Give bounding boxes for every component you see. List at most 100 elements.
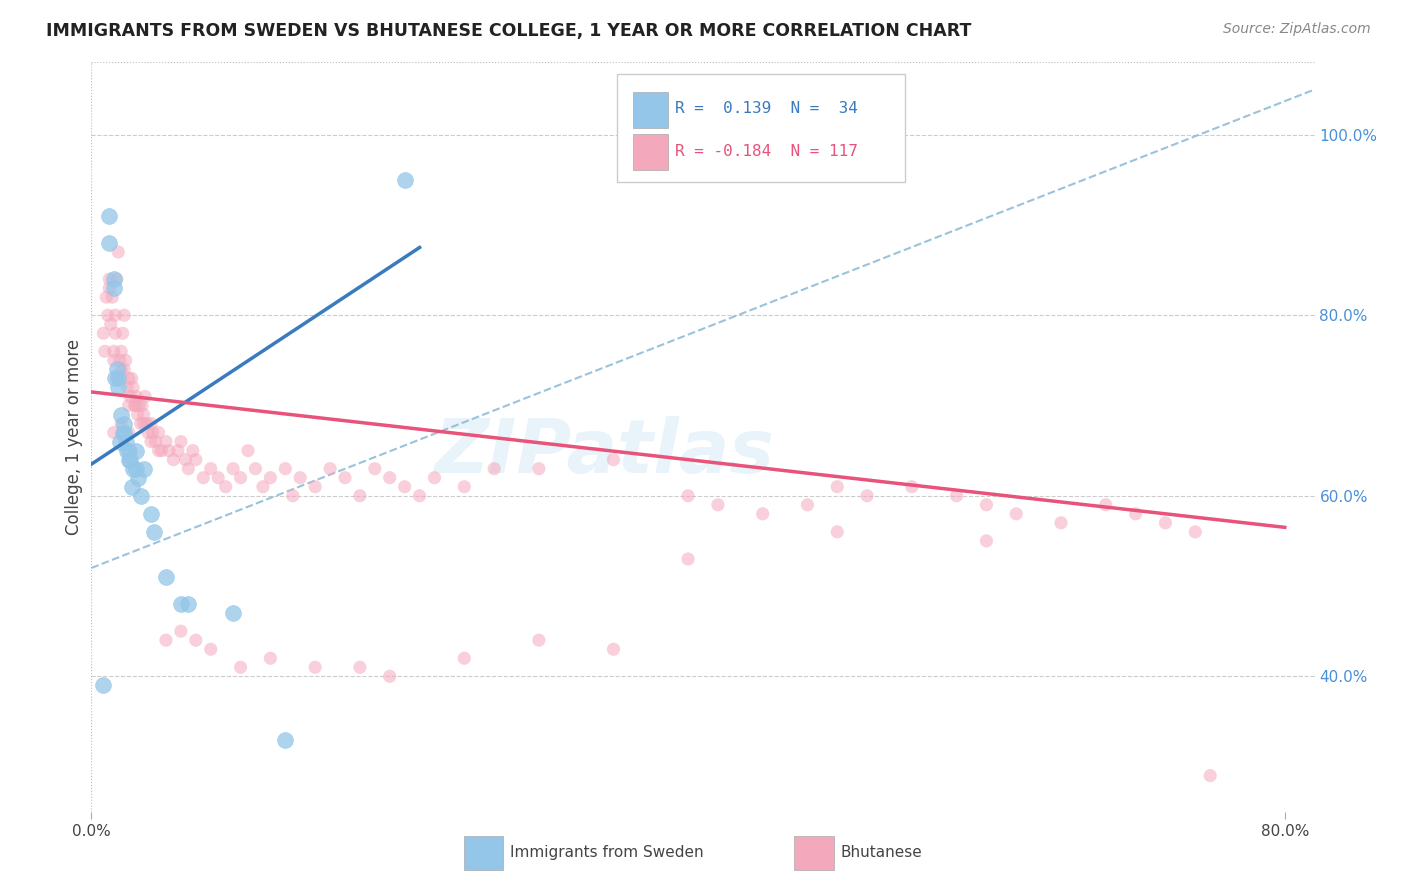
Point — [118, 399, 141, 413]
Point — [259, 471, 281, 485]
Point — [107, 245, 129, 260]
Point — [157, 443, 180, 458]
Point — [98, 209, 121, 223]
Point — [394, 173, 416, 187]
Point — [132, 461, 155, 475]
Point — [229, 660, 252, 674]
Point — [1199, 769, 1222, 783]
Point — [676, 552, 699, 566]
Point — [349, 489, 371, 503]
Point — [200, 461, 222, 475]
Point — [1094, 498, 1116, 512]
Point — [96, 290, 118, 304]
Point — [148, 443, 170, 458]
Point — [110, 408, 132, 422]
Point — [112, 425, 135, 440]
Point — [394, 480, 416, 494]
Point — [1125, 507, 1147, 521]
Point — [94, 344, 117, 359]
Text: ZIPatlas: ZIPatlas — [434, 416, 775, 489]
Point — [193, 471, 215, 485]
Point — [139, 507, 162, 521]
Point — [110, 417, 132, 431]
Point — [111, 425, 134, 440]
Point — [118, 443, 141, 458]
Point — [184, 452, 207, 467]
Point — [103, 344, 125, 359]
Point — [112, 308, 135, 322]
Point — [105, 362, 128, 376]
Point — [125, 443, 148, 458]
Point — [104, 308, 127, 322]
Point — [602, 452, 624, 467]
Point — [252, 480, 274, 494]
Point — [676, 489, 699, 503]
Point — [112, 362, 135, 376]
Point — [139, 417, 162, 431]
Point — [453, 651, 475, 665]
Point — [856, 489, 879, 503]
Point — [349, 660, 371, 674]
Point — [132, 408, 155, 422]
Point — [214, 480, 236, 494]
Point — [148, 425, 170, 440]
Point — [155, 633, 177, 648]
Point — [114, 434, 136, 449]
Point — [120, 452, 142, 467]
Point — [103, 353, 125, 368]
Point — [274, 732, 297, 747]
Point — [124, 399, 146, 413]
Point — [139, 434, 162, 449]
Point — [110, 344, 132, 359]
Point — [482, 461, 505, 475]
Point — [107, 371, 129, 385]
Point — [120, 389, 142, 403]
Point — [274, 461, 297, 475]
Point — [111, 326, 134, 341]
Point — [423, 471, 446, 485]
Point — [170, 434, 193, 449]
Point — [125, 389, 148, 403]
Point — [333, 471, 356, 485]
Point — [141, 425, 163, 440]
Point — [108, 353, 131, 368]
Point — [200, 642, 222, 657]
Point — [796, 498, 818, 512]
Point — [167, 443, 190, 458]
Point — [162, 452, 184, 467]
Point — [107, 380, 129, 394]
Point — [177, 461, 200, 475]
Point — [174, 452, 197, 467]
Point — [901, 480, 924, 494]
Point — [115, 380, 138, 394]
Point — [121, 371, 143, 385]
Point — [177, 597, 200, 611]
Point — [127, 471, 149, 485]
Point — [122, 461, 145, 475]
Point — [103, 281, 125, 295]
Point — [118, 425, 141, 440]
Point — [118, 452, 141, 467]
Point — [207, 471, 229, 485]
Point — [527, 633, 550, 648]
FancyBboxPatch shape — [633, 92, 668, 128]
Point — [245, 461, 267, 475]
Point — [125, 461, 148, 475]
Point — [170, 624, 193, 639]
Point — [110, 362, 132, 376]
Point — [91, 678, 114, 692]
Point — [825, 480, 848, 494]
Point — [131, 399, 153, 413]
Point — [98, 235, 121, 250]
Point — [132, 417, 155, 431]
Point — [104, 326, 127, 341]
Text: Bhutanese: Bhutanese — [841, 846, 922, 860]
Text: Immigrants from Sweden: Immigrants from Sweden — [510, 846, 704, 860]
Point — [236, 443, 259, 458]
Point — [103, 425, 125, 440]
Point — [304, 480, 326, 494]
Point — [378, 669, 401, 683]
Point — [281, 489, 304, 503]
Point — [1184, 524, 1206, 539]
Point — [121, 480, 143, 494]
